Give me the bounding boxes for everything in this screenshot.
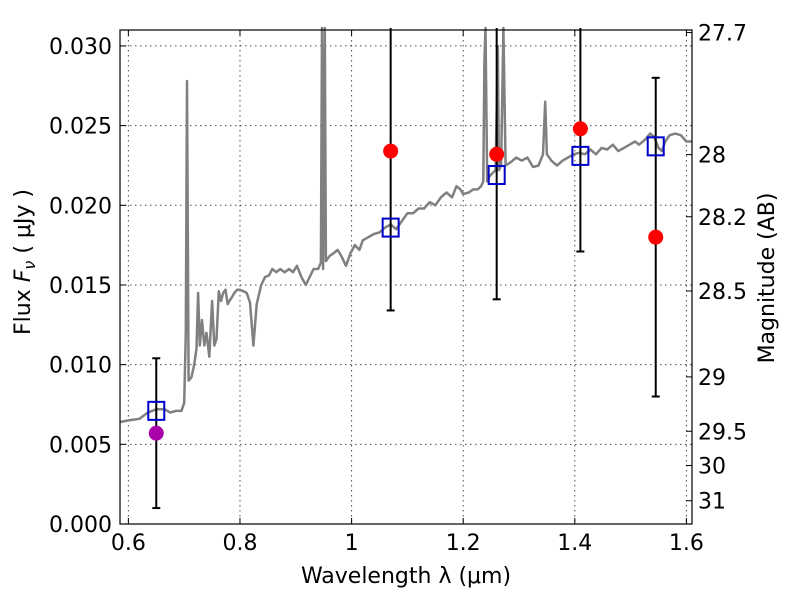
x-tick-label: 0.6 [111,531,146,556]
y2-tick-label: 28.5 [698,280,747,305]
model-photometry-square [147,400,166,421]
y2-tick-label: 27.7 [698,22,747,47]
observed-flux-point [489,146,505,162]
error-bars [152,28,660,510]
data-markers [147,121,665,441]
x-axis-ticks: 0.6 0.8 1 1.2 1.4 1.6 [111,30,704,556]
y-tick-label: 0.015 [49,274,112,299]
observed-flux-point [383,143,399,159]
model-spectrum [119,26,692,424]
y2-tick-label: 31 [698,490,726,515]
y2-tick-label: 29 [698,366,726,391]
model-photometry-square [487,165,506,186]
model-photometry-square [571,145,590,166]
y-axis-title: Flux Fν ( μJy ) [11,189,39,335]
y-axis-title-suffix: ( μJy ) [11,189,36,261]
grid-lines [120,30,692,525]
model-photometry-square [381,217,400,238]
y-tick-label: 0.005 [49,433,112,458]
spectrum-line [119,26,692,424]
observed-flux-point [148,425,164,441]
x-tick-label: 1 [345,531,359,556]
plot-frame [119,29,693,525]
y-tick-label: 0.000 [49,513,112,538]
y2-tick-label: 29.5 [698,420,747,445]
model-photometry-square [646,136,665,157]
y2-tick-label: 28.2 [698,206,747,231]
observed-flux-point [572,121,588,137]
y-tick-label: 0.030 [49,35,112,60]
y2-tick-label: 28 [698,144,726,169]
y-axis-title-var: F [11,269,36,282]
y-axis-title-sub: ν [20,261,39,270]
x-tick-label: 1.2 [446,531,481,556]
y-axis-title-prefix: Flux [11,282,36,335]
x-tick-label: 1.4 [557,531,592,556]
y2-axis-ticks: 27.7 28 28.2 28.5 29 29.5 30 31 [686,22,747,515]
y-tick-label: 0.025 [49,115,112,140]
x-axis-title: Wavelength λ (μm) [301,564,511,589]
y-axis-ticks: 0.000 0.005 0.010 0.015 0.020 0.025 0.030 [49,35,126,538]
y2-axis-title: Magnitude (AB) [755,193,780,364]
x-tick-label: 0.8 [222,531,257,556]
y2-tick-label: 30 [698,455,726,480]
observed-flux-point [648,229,664,245]
y-tick-label: 0.020 [49,194,112,219]
x-tick-label: 1.6 [669,531,704,556]
y-tick-label: 0.010 [49,354,112,379]
